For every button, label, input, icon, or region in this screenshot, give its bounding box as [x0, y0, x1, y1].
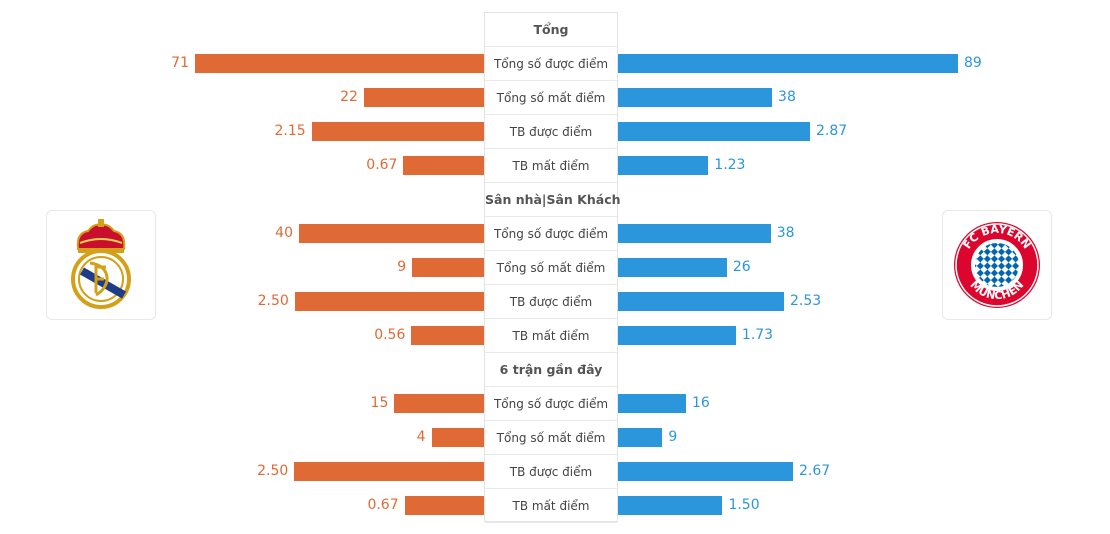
home-bar	[431, 427, 485, 447]
away-bar	[618, 121, 810, 141]
away-value: 38	[778, 88, 796, 105]
away-bar	[618, 291, 784, 311]
away-bar	[618, 87, 773, 107]
home-bar	[294, 291, 485, 311]
fc-bayern-munchen-crest-icon: FC BAYERN MÜNCHEN	[954, 222, 1040, 308]
home-bar	[412, 257, 485, 277]
home-value: 2.50	[257, 292, 289, 309]
away-value: 1.50	[728, 496, 760, 513]
home-value: 9	[397, 258, 407, 275]
stat-labels-panel: Tổng Tổng số được điểm Tổng số mất điểm TB …	[484, 12, 621, 523]
away-value: 89	[964, 54, 982, 71]
stat-label: TB được điểm	[485, 285, 617, 319]
away-value: 16	[692, 394, 710, 411]
stat-label: Tổng số được điểm	[485, 217, 617, 251]
real-madrid-crest-icon	[71, 219, 131, 309]
away-bar	[618, 427, 663, 447]
home-bar	[411, 325, 485, 345]
home-bar	[404, 495, 485, 515]
away-bar	[618, 155, 709, 175]
away-value: 2.53	[790, 292, 822, 309]
away-bar	[618, 393, 686, 413]
home-value: 0.56	[374, 326, 406, 343]
away-value: 2.67	[799, 462, 831, 479]
section-title: 6 trận gần đây	[485, 353, 617, 387]
stat-label: Tổng số mất điểm	[485, 421, 617, 455]
stat-label: TB mất điểm	[485, 319, 617, 353]
home-bar	[195, 53, 485, 73]
away-value: 38	[776, 224, 795, 241]
home-team-logo	[46, 210, 156, 320]
stat-label: TB mất điểm	[485, 149, 617, 183]
away-bar	[618, 325, 736, 345]
home-value: 22	[340, 88, 358, 105]
away-bar	[618, 461, 793, 481]
home-value: 4	[416, 428, 426, 445]
stat-label: Tổng số mất điểm	[485, 81, 617, 115]
away-value: 9	[668, 428, 678, 445]
home-bar	[311, 121, 485, 141]
home-bar	[363, 87, 485, 107]
away-team-logo: FC BAYERN MÜNCHEN	[942, 210, 1052, 320]
away-bar	[618, 257, 727, 277]
home-bar	[394, 393, 485, 413]
home-bar	[299, 223, 485, 243]
away-value: 1.73	[741, 326, 774, 343]
section-title: Sân nhà|Sân Khách	[485, 183, 621, 217]
stat-label: TB được điểm	[485, 455, 617, 489]
stat-label: Tổng số mất điểm	[485, 251, 617, 285]
home-value: 2.15	[274, 122, 306, 139]
away-bar	[618, 495, 723, 515]
away-bar	[618, 53, 958, 73]
away-bar	[618, 223, 771, 243]
home-value: 15	[370, 394, 389, 411]
home-value: 0.67	[366, 156, 398, 173]
away-value: 26	[732, 258, 751, 275]
stat-label: Tổng số được điểm	[485, 47, 617, 81]
stat-label: TB được điểm	[485, 115, 617, 149]
home-bar	[403, 155, 485, 175]
home-value: 40	[275, 224, 293, 241]
home-value: 2.50	[257, 462, 289, 479]
stat-label: Tổng số được điểm	[485, 387, 617, 421]
svg-text:MÜNCHEN: MÜNCHEN	[968, 278, 1027, 302]
away-value: 1.23	[714, 156, 746, 173]
away-value: 2.87	[816, 122, 848, 139]
home-value: 71	[171, 54, 189, 71]
home-bar	[294, 461, 485, 481]
stat-label: TB mất điểm	[485, 489, 617, 523]
section-title: Tổng	[485, 13, 617, 47]
home-value: 0.67	[367, 496, 399, 513]
